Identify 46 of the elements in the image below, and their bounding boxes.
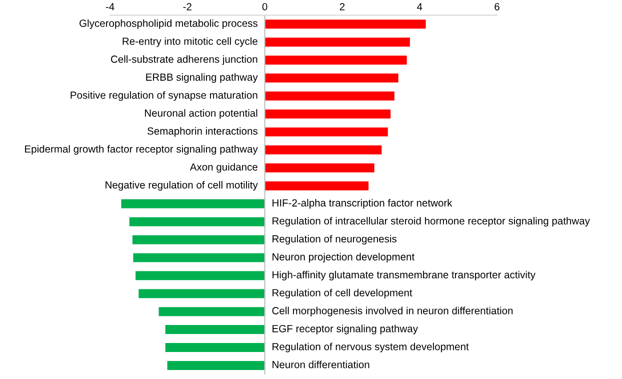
bar <box>264 92 394 100</box>
x-tick-label: 6 <box>494 3 500 10</box>
bar <box>264 38 410 47</box>
y-tick-label: Epidermal growth factor receptor signaling pathway <box>25 145 258 155</box>
y-tick-label: Cell-substrate adherens junction <box>110 55 258 65</box>
bar <box>264 145 382 154</box>
y-tick-label: Regulation of nervous system development <box>272 342 469 352</box>
y-tick-label: Glycerophospholipid metabolic process <box>80 19 258 29</box>
bar <box>165 343 265 352</box>
y-tick-label: High-affinity glutamate transmembrane transporter activity <box>272 270 536 280</box>
y-tick-label: Semaphorin interactions <box>148 127 258 137</box>
bar <box>129 217 265 226</box>
y-tick-label: Neuron differentiation <box>272 360 370 368</box>
bar <box>167 360 265 370</box>
bar <box>264 109 391 118</box>
bar <box>133 253 265 262</box>
bar <box>264 20 426 29</box>
y-tick-label: HIF-2-alpha transcription factor network <box>272 199 452 209</box>
bar <box>121 199 265 208</box>
y-tick-label: Negative regulation of cell motility <box>106 181 258 191</box>
bar <box>132 235 265 244</box>
x-tick-label: -2 <box>183 3 192 10</box>
x-tick-label: 2 <box>340 3 345 10</box>
y-tick-label: Re-entry into mitotic cell cycle <box>122 37 258 47</box>
bar <box>264 74 398 83</box>
bar <box>165 325 265 334</box>
bar <box>264 127 388 136</box>
y-tick-label: Neuronal action potential <box>145 109 258 119</box>
bar <box>136 271 265 280</box>
y-tick-label: Axon guidance <box>190 163 258 173</box>
bar <box>158 307 265 316</box>
x-tick-label: -4 <box>106 3 114 10</box>
y-tick-label: Regulation of intracellular steroid hormone receptor signaling pathway <box>272 216 590 227</box>
y-tick-label: Cell morphogenesis involved in neuron differentiation <box>272 306 513 316</box>
x-tick-label: 0 <box>262 3 268 10</box>
bar <box>138 289 265 298</box>
y-tick-label: Positive regulation of synapse maturation <box>70 91 258 101</box>
y-tick-label: Neuron projection development <box>272 252 415 262</box>
y-tick-label: ERBB signaling pathway <box>146 73 258 83</box>
bar <box>264 56 407 65</box>
y-tick-label: EGF receptor signaling pathway <box>272 324 418 334</box>
y-tick-label: Regulation of cell development <box>272 288 412 298</box>
bar <box>264 181 369 190</box>
y-tick-label: Regulation of neurogenesis <box>272 234 397 245</box>
x-tick-label: 4 <box>416 3 422 10</box>
bar <box>264 163 374 172</box>
